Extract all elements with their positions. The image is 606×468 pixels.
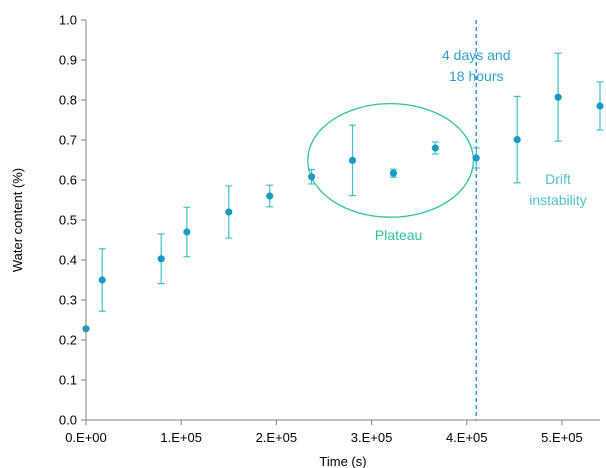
x-ticks: 0.E+00 1.E+05 2.E+05 3.E+05 4.E+05 5.E+05 xyxy=(65,420,583,445)
data-point xyxy=(158,255,165,262)
data-point xyxy=(555,94,562,101)
data-point xyxy=(183,228,190,235)
drift-label-line-1: Drift xyxy=(545,171,571,187)
data-point xyxy=(308,173,315,180)
plateau-label: Plateau xyxy=(375,227,422,243)
y-tick-label: 0.0 xyxy=(59,413,77,428)
data-point xyxy=(99,276,106,283)
x-axis-title: Time (s) xyxy=(319,454,366,468)
x-tick-label: 1.E+05 xyxy=(160,430,202,445)
y-tick-label: 0.3 xyxy=(59,293,77,308)
data-point xyxy=(514,136,521,143)
error-bars xyxy=(99,53,604,311)
vline-label-line-1: 4 days and xyxy=(442,47,511,63)
x-tick-label: 2.E+05 xyxy=(256,430,298,445)
y-tick-label: 0.9 xyxy=(59,53,77,68)
y-tick-label: 0.2 xyxy=(59,333,77,348)
y-tick-label: 0.6 xyxy=(59,173,77,188)
plateau-ellipse xyxy=(308,104,474,218)
x-tick-label: 5.E+05 xyxy=(541,430,583,445)
data-points xyxy=(82,94,603,333)
data-point xyxy=(432,144,439,151)
y-tick-label: 1.0 xyxy=(59,13,77,28)
data-point xyxy=(596,102,603,109)
data-point xyxy=(349,157,356,164)
axes xyxy=(86,20,600,420)
y-tick-label: 0.5 xyxy=(59,213,77,228)
y-tick-label: 0.8 xyxy=(59,93,77,108)
y-tick-label: 0.1 xyxy=(59,373,77,388)
drift-label-line-2: instability xyxy=(529,192,587,208)
data-point xyxy=(390,170,397,177)
x-tick-label: 4.E+05 xyxy=(446,430,488,445)
data-point xyxy=(225,208,232,215)
data-point xyxy=(473,154,480,161)
y-axis-title: Water content (%) xyxy=(10,168,25,272)
y-tick-label: 0.4 xyxy=(59,253,77,268)
data-point xyxy=(266,192,273,199)
x-tick-label: 3.E+05 xyxy=(351,430,393,445)
y-ticks: 0.0 0.1 0.2 0.3 0.4 0.5 0.6 0.7 0.8 0.9 1.0 xyxy=(59,13,86,428)
x-tick-label: 0.E+00 xyxy=(65,430,107,445)
y-tick-label: 0.7 xyxy=(59,133,77,148)
vline-label-line-2: 18 hours xyxy=(449,68,503,84)
